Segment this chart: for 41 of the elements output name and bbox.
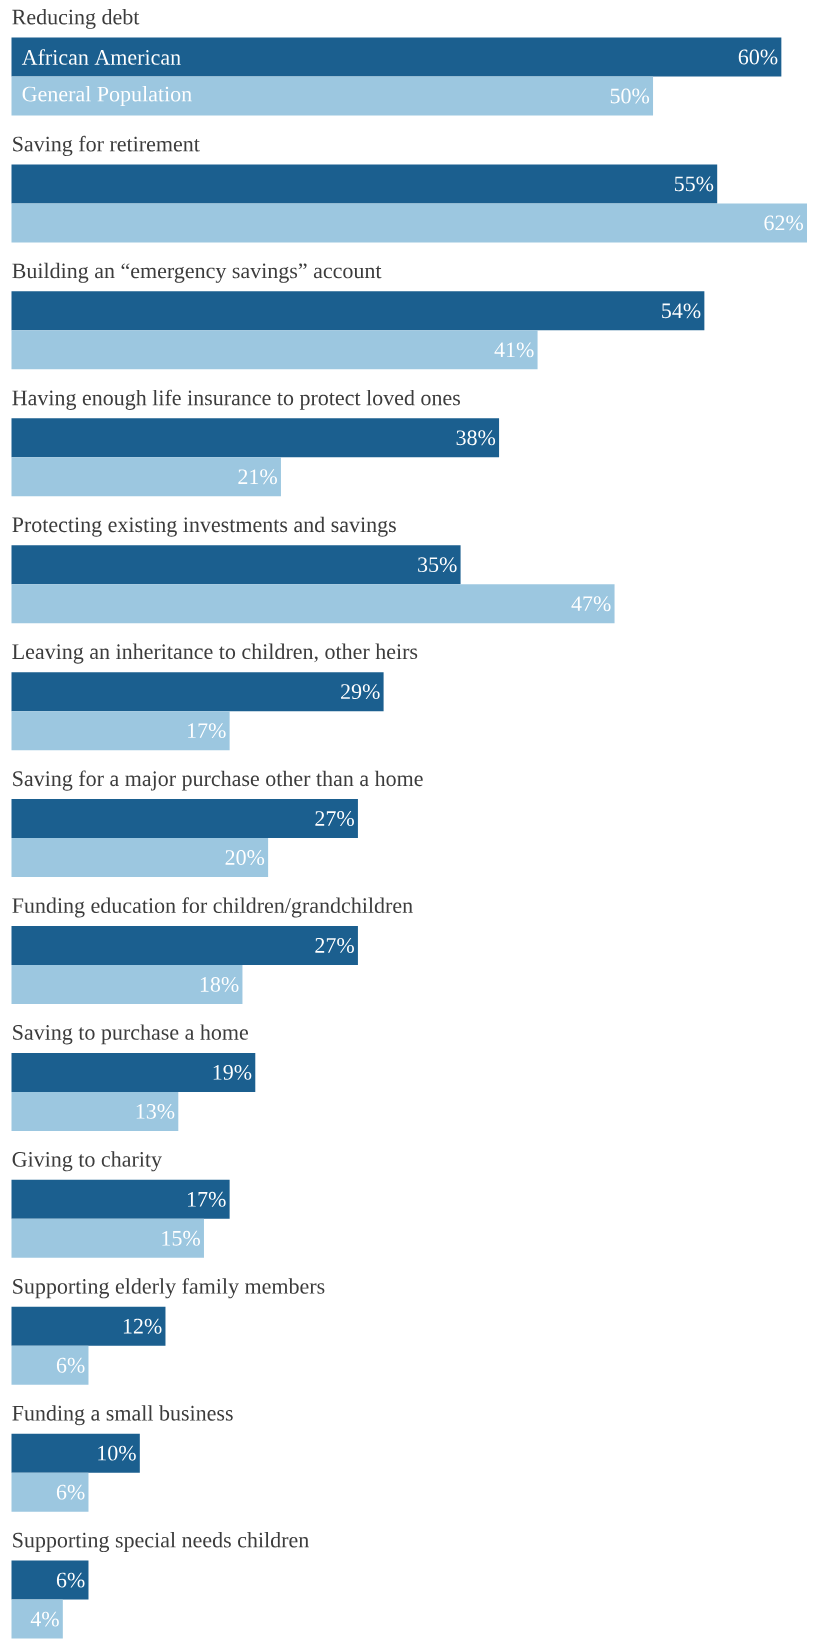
- data-label: 15%: [162, 1230, 201, 1246]
- data-label: 35%: [418, 557, 457, 573]
- data-label: 6%: [56, 1357, 85, 1373]
- y-tick-label: Giving to charity: [12, 1151, 162, 1172]
- data-label: 29%: [341, 684, 380, 700]
- y-tick-label: Funding a small business: [12, 1405, 233, 1426]
- data-label: 50%: [610, 88, 650, 104]
- y-tick-label: Funding education for children/grandchildren: [12, 897, 413, 918]
- data-label: 6%: [56, 1484, 85, 1500]
- y-tick-label: Reducing debt: [12, 8, 140, 29]
- data-label: 4%: [30, 1611, 59, 1627]
- data-label: 17%: [188, 723, 226, 739]
- data-label: 10%: [98, 1445, 136, 1461]
- data-label: 38%: [456, 430, 496, 446]
- y-tick-label: Protecting existing investments and savings: [12, 516, 396, 537]
- data-label: 47%: [571, 596, 611, 612]
- data-label: 27%: [315, 938, 354, 953]
- data-label: 19%: [213, 1064, 252, 1080]
- data-label: 17%: [188, 1191, 226, 1207]
- y-tick-label: Saving for retirement: [13, 135, 200, 157]
- data-label: 18%: [200, 977, 239, 992]
- data-label: 12%: [123, 1318, 162, 1334]
- data-label: 6%: [56, 1572, 85, 1588]
- data-label: 21%: [238, 469, 277, 485]
- data-label: 27%: [315, 811, 354, 827]
- y-tick-label: Saving for a major purchase other than a home: [13, 770, 423, 791]
- data-label: 54%: [662, 303, 701, 319]
- data-label: 41%: [494, 342, 534, 358]
- y-tick-label: Supporting special needs children: [13, 1532, 309, 1553]
- data-label: 62%: [764, 215, 804, 231]
- series-label: African American: [21, 49, 181, 65]
- data-label: 60%: [738, 49, 778, 65]
- data-label: 55%: [674, 176, 714, 192]
- data-label: 13%: [136, 1103, 175, 1119]
- y-tick-label: Supporting elderly family members: [13, 1278, 325, 1299]
- y-tick-label: Building an “emergency savings” account: [12, 262, 382, 283]
- y-tick-label: Leaving an inheritance to children, other heirs: [12, 643, 418, 664]
- y-tick-label: Having enough life insurance to protect loved ones: [12, 389, 460, 410]
- series-label: General Population: [22, 86, 192, 106]
- y-tick-label: Saving to purchase a home: [13, 1024, 248, 1045]
- data-label: 20%: [225, 850, 265, 866]
